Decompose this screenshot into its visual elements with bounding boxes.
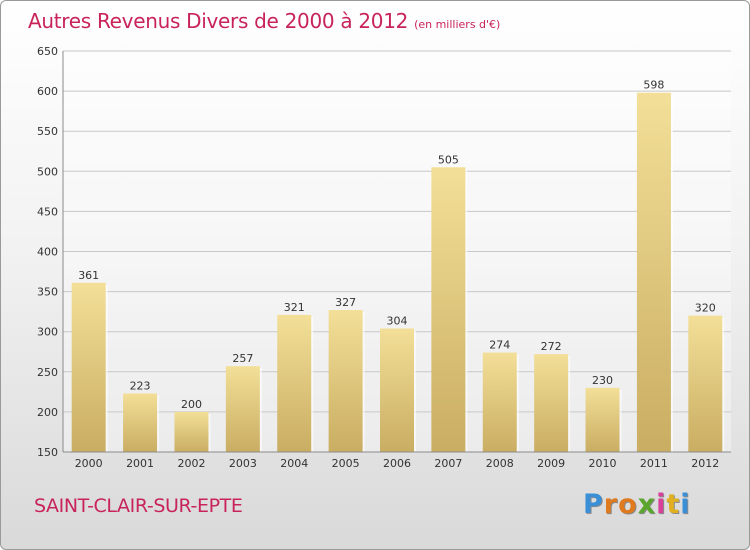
x-tick-label: 2002 [177,457,205,470]
data-label: 505 [438,153,459,166]
y-tick-label: 150 [37,446,58,459]
bar [328,310,363,452]
x-tick-label: 2005 [332,457,360,470]
y-tick-label: 500 [37,165,58,178]
x-tick-label: 2003 [229,457,257,470]
bar [534,354,569,452]
y-axis-tick-labels: 150 200 250 300 350 400 450 500 550 600 650 [37,45,58,459]
data-label: 304 [387,314,408,327]
bar [482,352,517,452]
y-tick-label: 200 [37,406,58,419]
x-tick-label: 2004 [280,457,308,470]
data-label: 361 [78,269,99,282]
data-labels: 361 223 200 257 321 327 304 505 274 272 230 598 320 [78,79,716,411]
bar [380,328,414,452]
x-tick-label: 2012 [691,457,719,470]
y-tick-label: 550 [37,125,58,138]
chart-subtitle: (en milliers d'€) [414,18,501,31]
x-tick-label: 2008 [486,457,514,470]
logo-letter: o [618,489,638,520]
logo-letter: i [656,489,667,520]
logo-letter: x [637,489,657,520]
y-tick-label: 400 [37,246,58,259]
logo-letter: t [666,489,681,520]
bar [585,387,620,452]
bar [431,167,466,453]
city-name: SAINT-CLAIR-SUR-EPTE [34,495,243,517]
y-tick-label: 450 [37,205,58,218]
x-tick-label: 2006 [383,457,411,470]
x-tick-label: 2009 [537,457,565,470]
bar [636,92,671,452]
data-label: 274 [489,339,510,352]
x-axis-tick-labels: 2000 2001 2002 2003 2004 2005 2006 2007 2008 2009… [75,457,720,470]
y-tick-label: 600 [37,85,58,98]
data-label: 598 [643,79,664,92]
proxiti-logo: Proxiti [583,489,691,520]
bar [71,282,106,452]
bar [123,393,158,452]
logo-letter: r [603,489,619,520]
data-label: 257 [232,352,253,365]
data-label: 272 [541,340,562,353]
data-label: 200 [181,398,202,411]
data-label: 320 [695,302,716,315]
bar [225,366,260,452]
data-label: 230 [592,374,613,387]
bars [71,92,725,453]
x-tick-label: 2001 [126,457,154,470]
x-tick-label: 2000 [75,457,103,470]
y-tick-label: 300 [37,326,58,339]
data-label: 321 [284,301,305,314]
logo-letter: i [680,489,691,520]
data-label: 327 [335,296,356,309]
x-tick-label: 2010 [589,457,617,470]
x-tick-label: 2011 [640,457,668,470]
chart-title: Autres Revenus Divers de 2000 à 2012 [28,9,409,33]
bar [277,314,312,452]
x-tick-label: 2007 [434,457,462,470]
y-tick-label: 250 [37,366,58,379]
bar [688,315,723,452]
bar [174,411,209,452]
data-label: 223 [130,379,151,392]
chart-title-block: Autres Revenus Divers de 2000 à 2012 (en … [28,9,500,33]
logo-letter: P [583,489,604,520]
y-tick-label: 650 [37,45,58,58]
y-tick-label: 350 [37,286,58,299]
